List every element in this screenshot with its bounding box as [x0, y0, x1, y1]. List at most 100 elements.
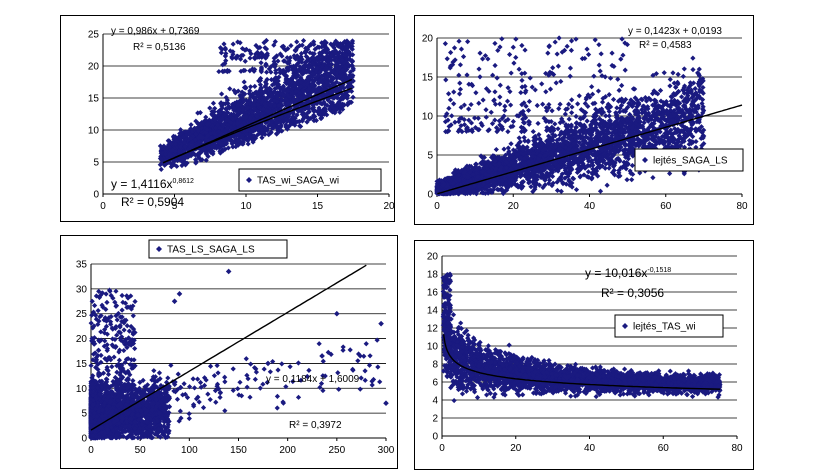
data-point [637, 170, 643, 176]
data-point [669, 94, 675, 100]
data-point [672, 121, 678, 127]
data-point [277, 51, 283, 57]
data-point [217, 148, 223, 154]
data-point [283, 103, 290, 109]
data-point [304, 89, 310, 95]
exponent: 0,8612 [173, 178, 195, 185]
data-point [181, 140, 188, 146]
data-point [554, 187, 561, 194]
data-point [257, 44, 263, 51]
data-point [241, 120, 247, 126]
data-point [684, 99, 690, 105]
data-point [263, 62, 269, 68]
data-point [581, 122, 587, 128]
data-point [248, 101, 254, 107]
data-point [315, 44, 321, 50]
data-point [334, 50, 340, 57]
data-point [251, 54, 258, 61]
data-point [310, 114, 317, 120]
data-point [337, 100, 343, 106]
data-point [245, 138, 251, 144]
data-point [247, 84, 254, 90]
data-point [565, 173, 571, 179]
data-point [350, 94, 356, 100]
data-point [230, 106, 237, 112]
data-point [277, 123, 284, 129]
data-point [158, 166, 164, 172]
data-point [220, 62, 226, 68]
data-point [676, 115, 682, 121]
data-point [212, 105, 218, 112]
data-point [207, 105, 213, 111]
data-point [327, 100, 334, 106]
data-point [319, 64, 325, 70]
data-point [257, 77, 263, 84]
data-point [292, 122, 298, 128]
data-point [584, 174, 590, 180]
data-point [343, 59, 349, 65]
data-point [337, 49, 343, 55]
data-point [508, 141, 514, 147]
data-point [686, 89, 692, 95]
data-point [247, 119, 253, 125]
data-point [347, 69, 354, 75]
data-point [232, 120, 238, 127]
data-point [310, 96, 316, 103]
data-point [265, 86, 271, 92]
data-point [690, 80, 697, 86]
data-point [342, 45, 349, 52]
data-point [350, 78, 356, 84]
data-point [290, 113, 296, 120]
data-point [258, 122, 264, 128]
data-point [681, 66, 687, 72]
data-point [174, 163, 180, 169]
data-point [212, 117, 218, 123]
data-point [247, 115, 254, 121]
data-point [274, 123, 280, 129]
data-point [348, 84, 354, 90]
data-point [328, 74, 334, 80]
data-point [313, 55, 320, 61]
data-point [237, 40, 243, 46]
data-point [239, 133, 245, 139]
data-point [260, 106, 266, 112]
data-point [216, 145, 222, 151]
data-point [532, 172, 538, 178]
legend-label: TAS_wi_SAGA_wi [257, 176, 339, 187]
data-point [258, 91, 264, 98]
data-point [202, 117, 208, 124]
data-point [530, 128, 536, 135]
data-point [321, 55, 327, 61]
data-point [257, 82, 264, 88]
data-point [692, 85, 698, 92]
data-point [315, 87, 321, 93]
data-point [629, 162, 635, 169]
data-point [277, 89, 283, 95]
data-point [323, 40, 329, 46]
data-point [680, 128, 686, 135]
data-point [340, 106, 346, 113]
data-point [186, 131, 193, 137]
data-point [247, 68, 253, 74]
data-point [303, 58, 310, 65]
data-point [324, 102, 330, 108]
data-point [216, 109, 223, 115]
data-point [330, 80, 336, 86]
data-point [337, 69, 343, 75]
data-point [319, 115, 325, 121]
data-point [323, 65, 329, 71]
data-point [679, 110, 686, 116]
data-point [259, 135, 265, 141]
data-point [219, 46, 225, 53]
y-tick-label: 25 [88, 30, 100, 41]
data-point [240, 96, 246, 103]
data-point [197, 133, 203, 139]
data-point [204, 121, 210, 127]
data-point [346, 82, 352, 88]
data-point [209, 108, 215, 115]
data-point [278, 101, 284, 107]
data-point [693, 126, 699, 132]
data-point [316, 60, 322, 67]
data-point [292, 80, 298, 87]
